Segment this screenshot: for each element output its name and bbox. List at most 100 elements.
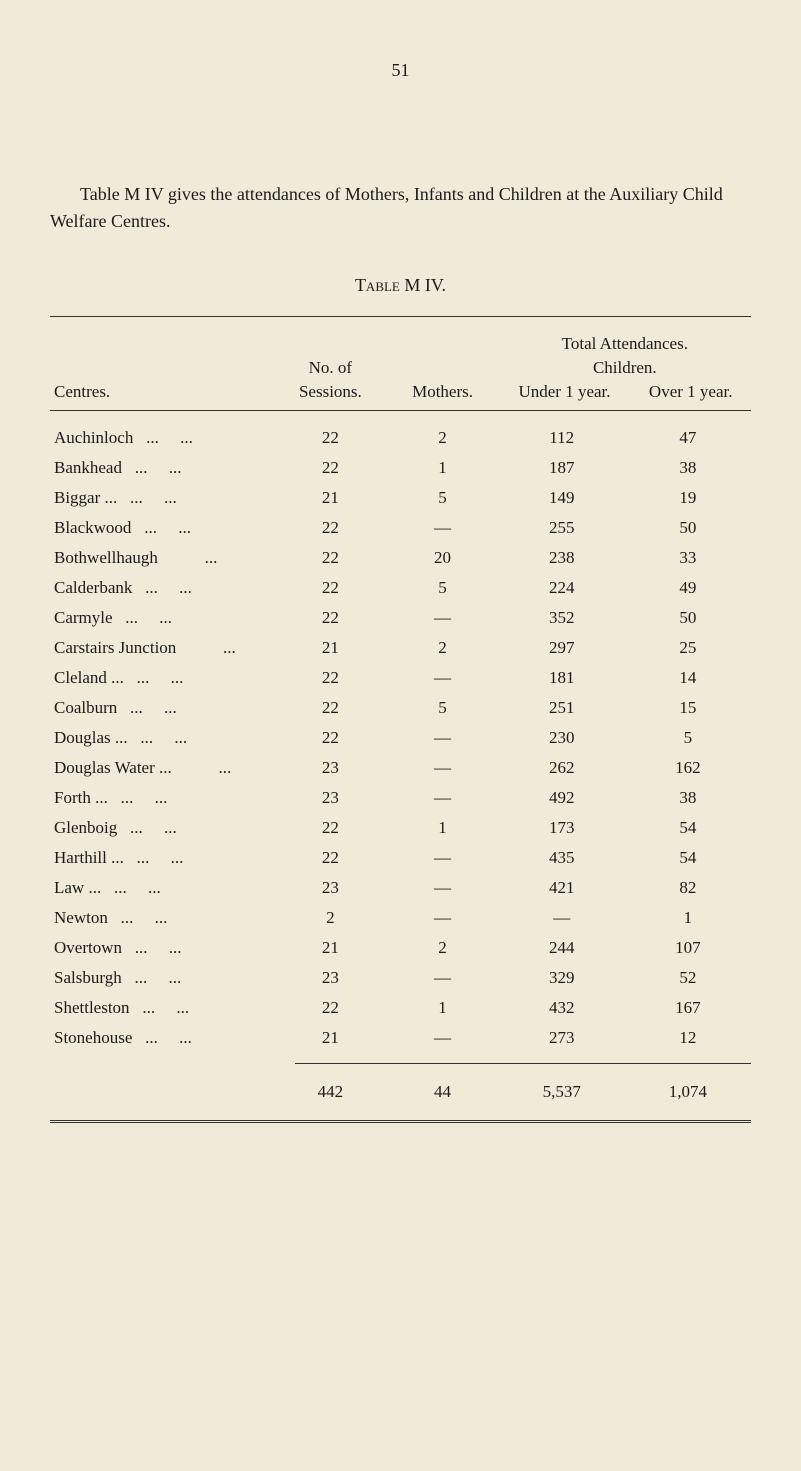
cell-mothers: 1 bbox=[386, 993, 498, 1023]
cell-centre: Bothwellhaugh ... bbox=[50, 543, 274, 573]
cell-over-1-year: 162 bbox=[625, 753, 751, 783]
cell-centre: Bankhead ... ... bbox=[50, 453, 274, 483]
cell-mothers: — bbox=[386, 663, 498, 693]
cell-centre: Law ... ... ... bbox=[50, 873, 274, 903]
cell-over-1-year: 54 bbox=[625, 843, 751, 873]
table-row: Stonehouse ... ...21—27312 bbox=[50, 1023, 751, 1053]
cell-under-1-year: 262 bbox=[499, 753, 625, 783]
cell-centre: Newton ... ... bbox=[50, 903, 274, 933]
cell-over-1-year: 54 bbox=[625, 813, 751, 843]
cell-under-1-year: 173 bbox=[499, 813, 625, 843]
cell-over-1-year: 49 bbox=[625, 573, 751, 603]
attendance-table: Total Attendances. No. of Children. Cent… bbox=[50, 332, 751, 404]
cell-over-1-year: 167 bbox=[625, 993, 751, 1023]
cell-centre: Harthill ... ... ... bbox=[50, 843, 274, 873]
table-row: Overtown ... ...212244107 bbox=[50, 933, 751, 963]
total-mothers: 44 bbox=[386, 1074, 498, 1110]
cell-under-1-year: 435 bbox=[499, 843, 625, 873]
header-total-attendances: Total Attendances. bbox=[499, 332, 751, 356]
header-over-1-year: Over 1 year. bbox=[630, 380, 751, 404]
cell-sessions: 22 bbox=[274, 603, 386, 633]
cell-mothers: — bbox=[386, 753, 498, 783]
table-row: Calderbank ... ...22522449 bbox=[50, 573, 751, 603]
cell-centre: Overtown ... ... bbox=[50, 933, 274, 963]
cell-over-1-year: 15 bbox=[625, 693, 751, 723]
cell-sessions: 22 bbox=[274, 843, 386, 873]
cell-mothers: — bbox=[386, 843, 498, 873]
table-row: Law ... ... ...23—42182 bbox=[50, 873, 751, 903]
cell-centre: Cleland ... ... ... bbox=[50, 663, 274, 693]
cell-centre: Douglas ... ... ... bbox=[50, 723, 274, 753]
cell-under-1-year: 421 bbox=[499, 873, 625, 903]
cell-centre: Biggar ... ... ... bbox=[50, 483, 274, 513]
cell-over-1-year: 33 bbox=[625, 543, 751, 573]
cell-centre: Salsburgh ... ... bbox=[50, 963, 274, 993]
page-number: 51 bbox=[50, 60, 751, 81]
cell-mothers: 2 bbox=[386, 423, 498, 453]
header-under-1-year: Under 1 year. bbox=[499, 380, 631, 404]
table-row: Harthill ... ... ...22—43554 bbox=[50, 843, 751, 873]
table-row: Glenboig ... ...22117354 bbox=[50, 813, 751, 843]
cell-mothers: 5 bbox=[386, 483, 498, 513]
table-row: Carstairs Junction ...21229725 bbox=[50, 633, 751, 663]
table-row: Forth ... ... ...23—49238 bbox=[50, 783, 751, 813]
header-mothers: Mothers. bbox=[386, 380, 498, 404]
cell-under-1-year: 187 bbox=[499, 453, 625, 483]
cell-under-1-year: 244 bbox=[499, 933, 625, 963]
cell-sessions: 21 bbox=[274, 633, 386, 663]
cell-centre: Glenboig ... ... bbox=[50, 813, 274, 843]
cell-centre: Blackwood ... ... bbox=[50, 513, 274, 543]
cell-sessions: 22 bbox=[274, 693, 386, 723]
cell-sessions: 23 bbox=[274, 963, 386, 993]
table-row: Auchinloch ... ...22211247 bbox=[50, 423, 751, 453]
cell-over-1-year: 50 bbox=[625, 513, 751, 543]
cell-sessions: 23 bbox=[274, 783, 386, 813]
cell-under-1-year: 432 bbox=[499, 993, 625, 1023]
table-title: Table M IV. bbox=[50, 275, 751, 296]
cell-under-1-year: 238 bbox=[499, 543, 625, 573]
cell-mothers: 5 bbox=[386, 573, 498, 603]
cell-over-1-year: 50 bbox=[625, 603, 751, 633]
cell-over-1-year: 25 bbox=[625, 633, 751, 663]
cell-under-1-year: 181 bbox=[499, 663, 625, 693]
table-row: Biggar ... ... ...21514919 bbox=[50, 483, 751, 513]
cell-under-1-year: 329 bbox=[499, 963, 625, 993]
cell-centre: Stonehouse ... ... bbox=[50, 1023, 274, 1053]
cell-under-1-year: 255 bbox=[499, 513, 625, 543]
cell-mothers: 2 bbox=[386, 633, 498, 663]
table-row: Douglas ... ... ...22—2305 bbox=[50, 723, 751, 753]
cell-centre: Calderbank ... ... bbox=[50, 573, 274, 603]
cell-sessions: 21 bbox=[274, 1023, 386, 1053]
cell-sessions: 21 bbox=[274, 933, 386, 963]
cell-mothers: 1 bbox=[386, 453, 498, 483]
cell-over-1-year: 47 bbox=[625, 423, 751, 453]
cell-over-1-year: 38 bbox=[625, 783, 751, 813]
cell-sessions: 22 bbox=[274, 513, 386, 543]
cell-centre: Auchinloch ... ... bbox=[50, 423, 274, 453]
header-children: Children. bbox=[499, 356, 751, 380]
cell-over-1-year: 82 bbox=[625, 873, 751, 903]
attendance-table-data: Auchinloch ... ...22211247Bankhead ... .… bbox=[50, 423, 751, 1053]
cell-centre: Coalburn ... ... bbox=[50, 693, 274, 723]
cell-sessions: 22 bbox=[274, 993, 386, 1023]
cell-mothers: 2 bbox=[386, 933, 498, 963]
cell-mothers: — bbox=[386, 873, 498, 903]
table-row: Douglas Water ... ...23—262162 bbox=[50, 753, 751, 783]
cell-mothers: — bbox=[386, 603, 498, 633]
table-row: Bothwellhaugh ...222023833 bbox=[50, 543, 751, 573]
cell-centre: Douglas Water ... ... bbox=[50, 753, 274, 783]
cell-mothers: — bbox=[386, 1023, 498, 1053]
cell-centre: Carstairs Junction ... bbox=[50, 633, 274, 663]
header-no-of: No. of bbox=[274, 356, 386, 380]
cell-sessions: 22 bbox=[274, 543, 386, 573]
rule-top bbox=[50, 316, 751, 317]
table-row: Blackwood ... ...22—25550 bbox=[50, 513, 751, 543]
header-centres: Centres. bbox=[50, 380, 274, 404]
table-row: Newton ... ...2——1 bbox=[50, 903, 751, 933]
table-row: Salsburgh ... ...23—32952 bbox=[50, 963, 751, 993]
totals-table: 442 44 5,537 1,074 bbox=[50, 1074, 751, 1110]
total-over: 1,074 bbox=[625, 1074, 751, 1110]
cell-over-1-year: 14 bbox=[625, 663, 751, 693]
cell-sessions: 23 bbox=[274, 753, 386, 783]
rule-mid bbox=[50, 410, 751, 411]
